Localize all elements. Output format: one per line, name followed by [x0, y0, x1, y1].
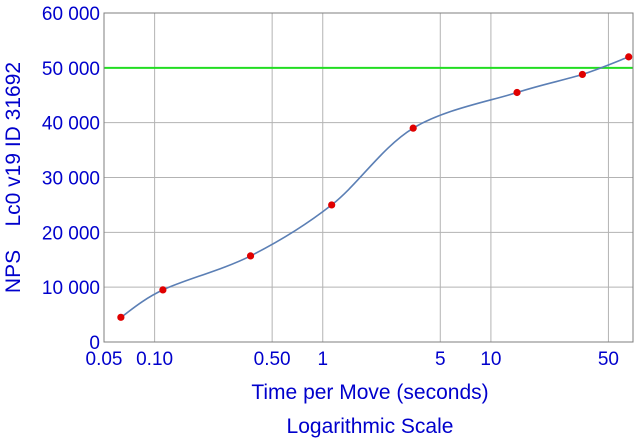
data-point-0 [117, 313, 125, 321]
y-tick-labels: 0 10 000 20 000 30 000 40 000 50 000 60 000 [42, 4, 100, 354]
grid-layer [103, 12, 633, 343]
y-axis-title: NPS Lc0 v19 ID 31692 [2, 62, 25, 293]
data-point-7 [625, 53, 633, 61]
data-points [117, 53, 633, 321]
x-tick-label-4: 5 [435, 349, 446, 370]
data-point-5 [513, 88, 521, 97]
y-tick-label-0: 0 [89, 333, 100, 354]
data-point-6 [578, 70, 586, 79]
x-tick-label-0: 0.05 [86, 349, 123, 370]
x-tick-labels: 0.05 0.10 0.50 1 5 10 50 [86, 349, 619, 370]
data-point-4 [409, 124, 417, 132]
x-axis-title: Time per Move (seconds) [251, 381, 488, 404]
plot-frame [103, 12, 634, 343]
y-tick-label-3: 30 000 [42, 169, 100, 190]
y-tick-label-5: 50 000 [42, 59, 100, 80]
y-tick-label-2: 20 000 [42, 223, 100, 244]
x-tick-label-2: 0.50 [254, 349, 291, 370]
y-tick-label-4: 40 000 [42, 114, 100, 135]
y-tick-label-6: 60 000 [42, 4, 100, 25]
x-tick-label-1: 0.10 [136, 349, 173, 370]
y-tick-label-1: 10 000 [42, 278, 100, 299]
series-line [120, 56, 629, 318]
x-tick-label-6: 50 [598, 349, 619, 370]
data-point-3 [328, 201, 336, 209]
data-point-1 [159, 286, 167, 294]
x-axis-subtitle: Logarithmic Scale [287, 415, 454, 438]
x-tick-label-3: 1 [317, 349, 328, 370]
data-point-2 [246, 252, 255, 260]
x-tick-label-5: 10 [480, 349, 501, 370]
